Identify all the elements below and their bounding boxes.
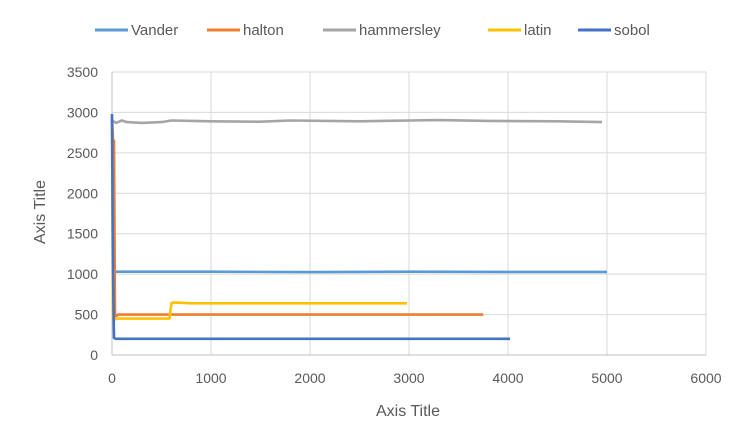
- x-tick-label: 1000: [195, 370, 226, 386]
- y-tick-label: 3000: [67, 104, 98, 120]
- legend: Vander halton hammersley latin sobol: [95, 22, 650, 39]
- x-tick-label: 4000: [492, 370, 523, 386]
- y-tick-label: 500: [75, 307, 99, 323]
- y-tick-label: 1000: [67, 266, 98, 282]
- series-line-sobol: [110, 113, 510, 341]
- y-tick-label: 0: [90, 347, 98, 363]
- y-tick-label: 3500: [67, 64, 98, 80]
- y-tick-label: 2500: [67, 145, 98, 161]
- y-tick-label: 1500: [67, 226, 98, 242]
- x-tick-label: 0: [108, 370, 116, 386]
- x-axis-title: Axis Title: [376, 403, 440, 420]
- x-tick-label: 2000: [294, 370, 325, 386]
- x-tick-label: 5000: [591, 370, 622, 386]
- x-tick-label: 6000: [690, 370, 721, 386]
- legend-label-sobol: sobol: [614, 22, 650, 39]
- series-line-latin: [110, 128, 407, 322]
- series-line-halton: [110, 116, 484, 318]
- legend-label-Vander: Vander: [131, 22, 178, 39]
- y-axis-title: Axis Title: [32, 180, 49, 244]
- legend-label-latin: latin: [524, 22, 552, 39]
- x-tick-label: 3000: [393, 370, 424, 386]
- tick-labels: 0 500 1000 1500 2000 2500 3000 3500 0 1000 2000 300…: [67, 64, 722, 386]
- legend-label-halton: halton: [243, 22, 284, 39]
- series-line-Vander: [110, 120, 607, 274]
- series-group: [110, 113, 607, 341]
- legend-label-hammersley: hammersley: [359, 22, 441, 39]
- grid: [112, 71, 707, 355]
- y-tick-label: 2000: [67, 185, 98, 201]
- series-line-hammersley: [111, 118, 603, 125]
